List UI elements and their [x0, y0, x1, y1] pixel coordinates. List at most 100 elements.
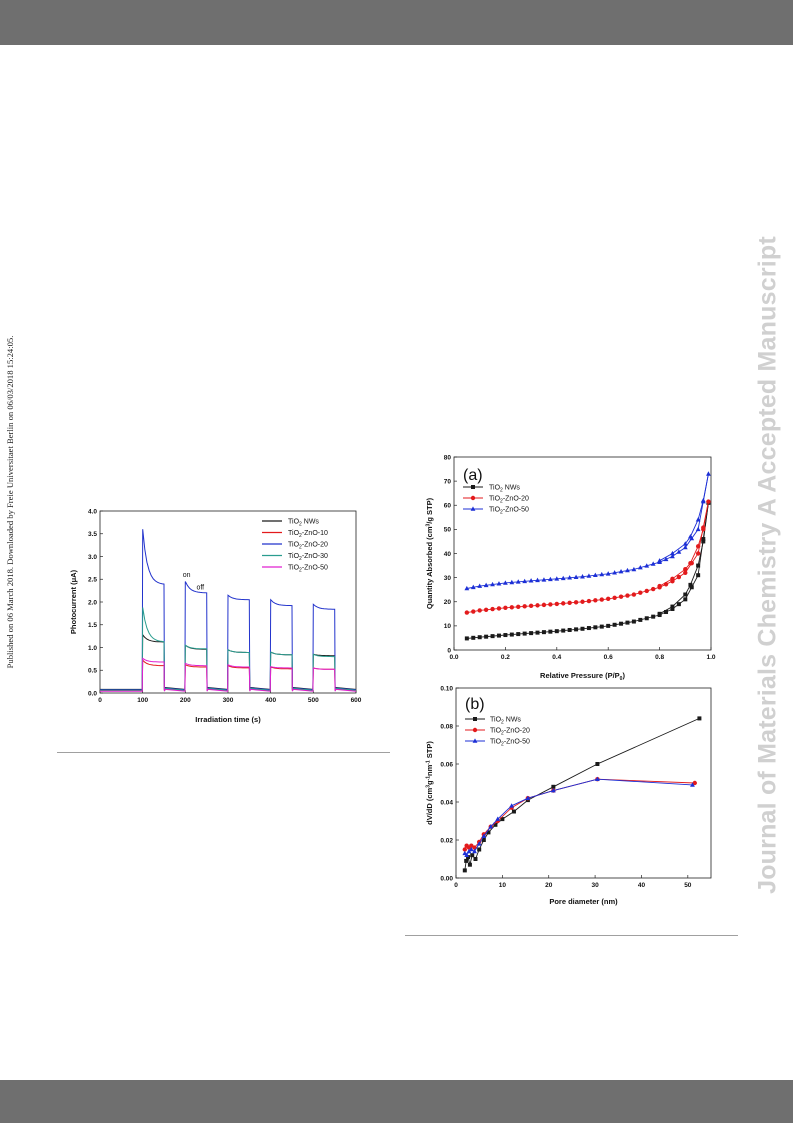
isotherm-adsorption-marker: [483, 607, 489, 612]
pore-y-tick-label: 0.10: [440, 685, 453, 692]
isotherm-desorption-marker: [670, 604, 675, 609]
isotherm-adsorption-marker: [522, 578, 528, 584]
photocurrent-x-tick-label: 600: [351, 697, 362, 704]
pore-x-tick-label: 10: [499, 882, 507, 889]
isotherm-chart: 0.0 0.2 0.4 0.6 0.8 1.0 0 10 20 30 40 50 60 70 80 Relat…: [425, 454, 716, 682]
isotherm-y-tick-label: 10: [444, 623, 452, 630]
pore-y-tick-label: 0.08: [440, 723, 453, 730]
isotherm-desorption-marker: [706, 499, 711, 504]
isotherm-adsorption-marker: [503, 633, 508, 638]
isotherm-adsorption-marker: [554, 629, 559, 634]
isotherm-adsorption-marker: [477, 608, 482, 613]
isotherm-adsorption-marker: [490, 634, 495, 639]
isotherm-adsorption-marker: [625, 593, 630, 598]
isotherm-desorption-marker: [701, 539, 706, 544]
header-bar: [0, 0, 793, 45]
pore-data-marker: [481, 833, 487, 838]
pore-data-marker: [470, 853, 475, 858]
footer-bar: [0, 1080, 793, 1123]
isotherm-adsorption-marker: [606, 596, 611, 602]
isotherm-adsorption-marker: [477, 583, 483, 588]
isotherm-adsorption-marker: [695, 551, 701, 556]
isotherm-adsorption-marker: [612, 595, 617, 600]
isotherm-adsorption-marker: [496, 606, 502, 611]
isotherm-legend-marker: [470, 506, 476, 511]
isotherm-adsorption-marker: [592, 572, 598, 578]
photocurrent-legend-label: TiO2-ZnO-30: [288, 553, 328, 562]
isotherm-adsorption-marker: [548, 602, 553, 607]
photocurrent-x-tick-label: 0: [98, 697, 102, 704]
isotherm-desorption-marker: [695, 517, 701, 522]
isotherm-adsorption-marker: [618, 594, 624, 599]
isotherm-adsorption-marker: [618, 568, 624, 574]
pore-data-marker: [462, 868, 467, 873]
isotherm-adsorption-marker: [689, 585, 694, 590]
photocurrent-series-line: [100, 529, 356, 691]
pore-x-tick-label: 20: [545, 882, 553, 889]
isotherm-desorption-marker: [683, 592, 688, 597]
isotherm-adsorption-marker: [503, 580, 508, 585]
photocurrent-x-tick-label: 200: [180, 697, 191, 704]
pore-figure: 0 10 20 30 40 50 0.00 0.02 0.04 0.06 0.08 0.10 Pore …: [420, 683, 720, 908]
isotherm-adsorption-marker: [663, 582, 669, 587]
isotherm-desorption-marker: [706, 471, 711, 476]
isotherm-adsorption-marker: [548, 629, 553, 634]
pore-data-marker: [551, 784, 556, 789]
isotherm-adsorption-marker: [509, 579, 515, 585]
isotherm-adsorption-marker: [580, 626, 585, 631]
isotherm-adsorption-marker: [567, 600, 572, 606]
pore-y-axis-label: dV/dD (cm3g-1nm-1 STP): [425, 741, 434, 825]
isotherm-y-tick-label: 0: [447, 647, 451, 654]
pore-data-marker: [550, 788, 556, 793]
pore-legend-label: TiO2-ZnO-50: [490, 739, 530, 748]
photocurrent-y-tick-label: 2.0: [88, 599, 97, 606]
pore-series-line: [464, 778, 695, 850]
isotherm-adsorption-marker: [676, 602, 681, 607]
photocurrent-y-tick-label: 2.5: [88, 577, 97, 584]
figure-separator-left: [57, 752, 390, 753]
photocurrent-x-axis-label: Irradiation time (s): [195, 715, 261, 724]
isotherm-adsorption-marker: [696, 573, 701, 578]
isotherm-adsorption-marker: [515, 579, 521, 584]
isotherm-adsorption-marker: [695, 526, 701, 532]
isotherm-adsorption-marker: [676, 549, 682, 554]
isotherm-adsorption-marker: [625, 620, 630, 625]
pore-x-tick-label: 50: [684, 882, 692, 889]
isotherm-adsorption-marker: [470, 584, 476, 590]
isotherm-adsorption-marker: [483, 582, 489, 588]
isotherm-series-line: [659, 502, 709, 615]
isotherm-legend-label: TiO2-ZnO-20: [489, 496, 529, 505]
pore-y-tick-label: 0.06: [440, 761, 453, 768]
isotherm-panel-label: (a): [463, 467, 483, 484]
isotherm-adsorption-marker: [522, 631, 527, 636]
annotation-on: on: [183, 572, 191, 579]
photocurrent-y-tick-label: 0.0: [88, 690, 97, 697]
pore-x-tick-label: 40: [638, 882, 646, 889]
photocurrent-y-tick-label: 0.5: [88, 668, 97, 675]
isotherm-desorption-marker: [670, 576, 675, 582]
pore-x-tick-label: 0: [454, 882, 458, 889]
isotherm-adsorption-marker: [541, 602, 547, 608]
isotherm-adsorption-marker: [529, 631, 534, 636]
isotherm-adsorption-marker: [580, 574, 585, 579]
isotherm-adsorption-marker: [612, 570, 618, 575]
isotherm-adsorption-marker: [599, 571, 605, 577]
isotherm-figure: 0.0 0.2 0.4 0.6 0.8 1.0 0 10 20 30 40 50 60 70 80 Relat…: [420, 452, 720, 684]
pore-legend-label: TiO2-ZnO-20: [490, 728, 530, 737]
pore-legend-marker: [473, 717, 477, 721]
isotherm-adsorption-marker: [612, 622, 617, 627]
isotherm-adsorption-marker: [561, 628, 566, 633]
isotherm-adsorption-marker: [676, 574, 682, 580]
isotherm-adsorption-marker: [580, 599, 585, 604]
photocurrent-series-line: [100, 607, 356, 691]
isotherm-adsorption-marker: [484, 634, 489, 639]
pore-data-marker: [469, 843, 474, 848]
photocurrent-y-axis-label: Photocurrent (μA): [69, 569, 78, 634]
isotherm-x-tick-label: 0.6: [604, 654, 613, 661]
figure-separator-right: [405, 935, 738, 936]
isotherm-desorption-marker: [695, 544, 701, 549]
isotherm-adsorption-marker: [593, 625, 598, 630]
photocurrent-legend-label: TiO2-ZnO-20: [288, 542, 328, 551]
isotherm-adsorption-marker: [496, 633, 501, 638]
isotherm-adsorption-marker: [637, 565, 643, 570]
